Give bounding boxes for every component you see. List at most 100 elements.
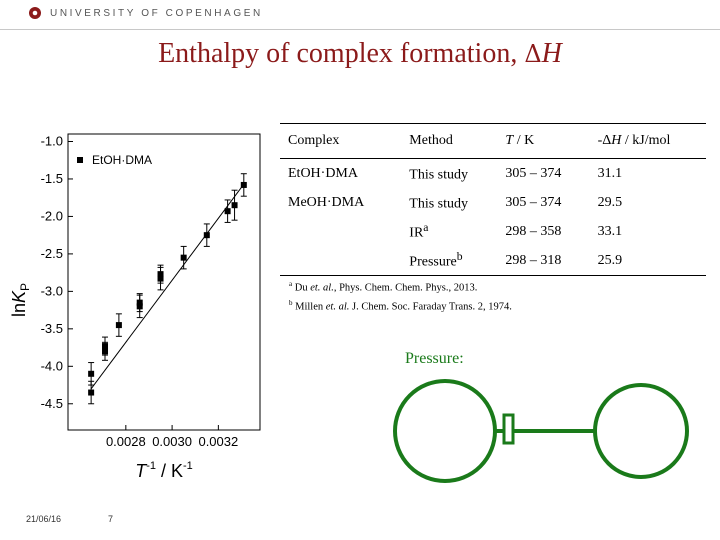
data-point [231,202,238,209]
cell-complex [280,246,402,276]
col-header-temperature: T / K [497,123,590,159]
cell-method-text: This study [409,167,469,183]
data-point [136,299,143,306]
left-bulb [393,379,497,483]
y-tick-label: -4.0 [41,358,63,373]
data-point [88,389,95,396]
col-header-dh-var: H [611,133,622,148]
footer-page-number: 7 [108,514,114,524]
cell-method-footnote: b [456,250,463,264]
cell-temperature: 298 – 318 [497,246,590,276]
cell-temperature: 305 – 374 [505,165,562,181]
x-axis-label-unit: / K [156,461,183,481]
x-tick-label: 0.0030 [152,434,192,449]
footnote-a-text1: Du [292,282,311,294]
header-divider [0,29,720,30]
table-row: IRa 298 – 358 33.1 [280,217,706,246]
cell-temperature: 298 – 358 [505,223,562,239]
x-axis-label-exp1: -1 [146,460,156,472]
footnote-b: b Millen et. al. J. Chem. Soc. Faraday T… [289,296,512,315]
slide-title: Enthalpy of complex formation, ΔH [0,38,720,70]
cell-method: Pressureb [401,246,498,276]
plot-frame [67,133,261,431]
table-header-row: Complex Method T / K -ΔH / kJ/mol [280,123,706,159]
col-header-temp-unit: / K [513,133,535,148]
pressure-apparatus-diagram [393,379,689,483]
data-point [224,208,231,215]
x-tick-label: 0.0028 [106,434,146,449]
footnote-a-text2: , Phys. Chem. Chem. Phys., 2013. [333,282,478,294]
col-header-method: Method [401,123,498,159]
x-axis-label-exp2: -1 [183,460,193,472]
university-name: UNIVERSITY OF COPENHAGEN [50,8,263,19]
enthalpy-table: Complex Method T / K -ΔH / kJ/mol EtOH·D… [280,123,706,276]
cell-method-text: Pressure [409,254,457,270]
col-header-complex: Complex [280,123,402,159]
cell-complex: MeOH·DMA [288,194,365,210]
x-axis-label-main: T [135,461,148,481]
y-tick-label: -2.0 [41,208,63,223]
y-tick-label: -4.5 [41,396,63,411]
data-point [203,232,210,239]
col-header-dh-prefix: -Δ [597,133,612,148]
y-tick-label: -3.5 [41,321,63,336]
cell-method-text: This study [409,196,469,212]
table-row: EtOH·DMA This study 305 – 374 31.1 [280,159,706,189]
y-tick-label: -2.5 [41,246,63,261]
footnote-b-text2: J. Chem. Soc. Faraday Trans. 2, 1974. [349,301,512,312]
table-footnotes: a Du et. al., Phys. Chem. Chem. Phys., 2… [289,277,512,314]
valve [502,413,515,445]
footnote-a: a Du et. al., Phys. Chem. Chem. Phys., 2… [289,277,512,296]
slide-header: UNIVERSITY OF COPENHAGEN [0,0,720,30]
x-axis-ticks: 0.0028 0.0030 0.0032 [106,425,238,449]
title-enthalpy-variable: H [541,38,562,69]
y-axis-label: lnKP [9,283,32,317]
cell-complex [280,217,401,246]
cell-enthalpy: 33.1 [597,223,623,239]
van-t-hoff-plot: -1.0 -1.5 -2.0 -2.5 -3.0 -3.5 -4.0 -4.5 0.0028 0… [9,133,261,481]
cell-method-footnote: a [423,221,429,235]
col-header-enthalpy: -ΔH / kJ/mol [589,123,706,159]
cell-method: This study [401,188,497,217]
table-row: Pressureb 298 – 318 25.9 [280,246,706,276]
data-point [240,181,247,188]
footnote-a-italic: et. al. [310,282,334,294]
legend-marker [77,157,83,163]
cell-temperature: 305 – 374 [505,194,562,210]
cell-enthalpy: 31.1 [597,165,623,181]
footnote-b-italic: et. al. [325,301,350,312]
footnote-b-mark: b [289,298,293,307]
x-axis-label: T-1 / K-1 [135,460,193,481]
y-axis-ticks: -1.0 -1.5 -2.0 -2.5 -3.0 -3.5 -4.0 -4.5 [41,133,73,411]
university-crest-icon [29,7,41,19]
cell-enthalpy: 29.5 [597,194,623,210]
fit-line [90,183,245,390]
footnote-a-mark: a [289,280,293,288]
data-point [115,322,122,329]
data-points [88,173,247,405]
cell-enthalpy: 25.9 [589,246,706,276]
data-point [157,271,164,278]
y-axis-label-sub: P [18,283,32,291]
footer-date: 21/06/16 [26,514,62,524]
footnote-b-text1: Millen [292,301,326,312]
y-tick-label: -1.0 [41,133,63,148]
legend-label: EtOH·DMA [92,153,152,167]
y-tick-label: -3.0 [41,283,63,298]
y-tick-label: -1.5 [41,171,63,186]
cell-complex: EtOH·DMA [288,165,358,181]
cell-method-text: IR [409,225,424,241]
title-delta-symbol: Δ [524,40,542,68]
col-header-dh-unit: / kJ/mol [621,133,671,148]
data-point [180,254,187,261]
title-text: Enthalpy of complex formation, [158,38,525,69]
col-header-temp-var: T [505,133,514,148]
pressure-label: Pressure: [405,350,464,367]
table-row: MeOH·DMA This study 305 – 374 29.5 [280,188,706,217]
y-axis-label-italic: K [9,290,29,303]
data-point [88,370,95,377]
data-point [102,343,109,350]
cell-method: This study [401,159,497,189]
y-axis-label-main: ln [9,303,29,317]
cell-method: IRa [401,217,497,246]
